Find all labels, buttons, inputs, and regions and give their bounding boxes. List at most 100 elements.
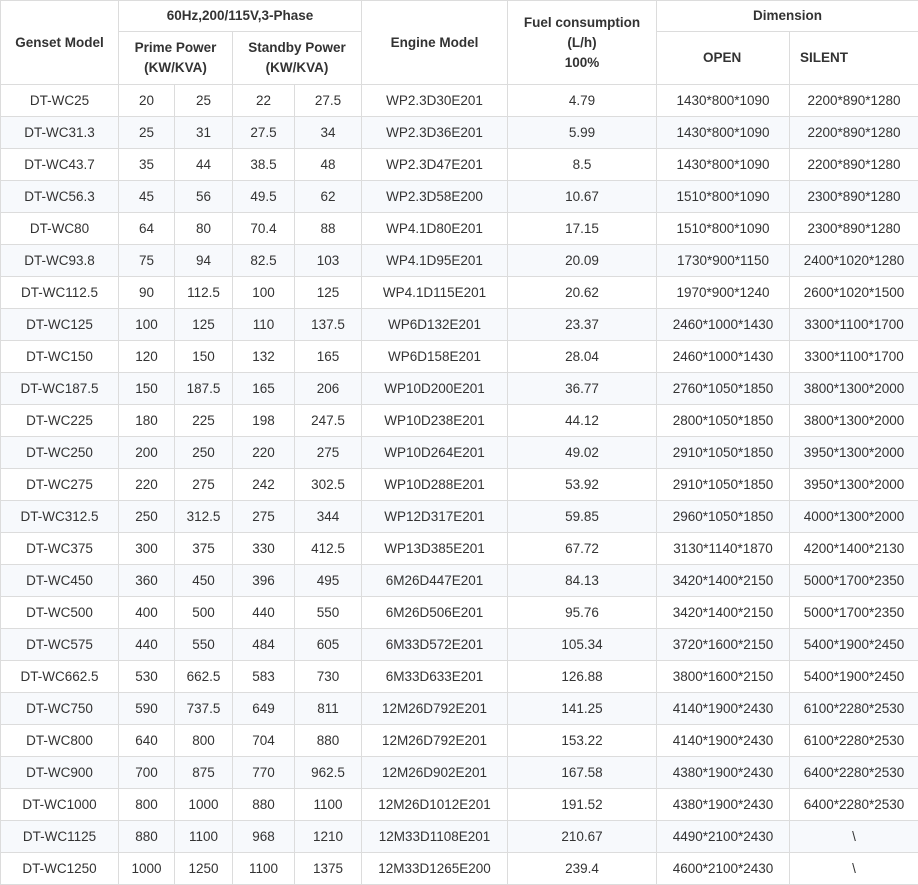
cell-fuel-consumption: 53.92 xyxy=(508,469,657,501)
cell-standby-kva: 88 xyxy=(295,213,362,245)
cell-dimension-silent: 3800*1300*2000 xyxy=(790,405,918,437)
cell-engine-model: 12M26D792E201 xyxy=(362,725,508,757)
cell-dimension-open: 3800*1600*2150 xyxy=(657,661,790,693)
cell-prime-kva: 187.5 xyxy=(175,373,233,405)
cell-genset-model: DT-WC312.5 xyxy=(1,501,119,533)
cell-prime-kva: 56 xyxy=(175,181,233,213)
cell-dimension-open: 2960*1050*1850 xyxy=(657,501,790,533)
cell-fuel-consumption: 126.88 xyxy=(508,661,657,693)
cell-prime-kva: 800 xyxy=(175,725,233,757)
cell-prime-kva: 150 xyxy=(175,341,233,373)
cell-prime-kva: 275 xyxy=(175,469,233,501)
cell-prime-kva: 1250 xyxy=(175,853,233,885)
cell-standby-kw: 275 xyxy=(233,501,295,533)
cell-fuel-consumption: 4.79 xyxy=(508,85,657,117)
cell-standby-kw: 132 xyxy=(233,341,295,373)
cell-genset-model: DT-WC31.3 xyxy=(1,117,119,149)
cell-genset-model: DT-WC25 xyxy=(1,85,119,117)
cell-engine-model: WP6D132E201 xyxy=(362,309,508,341)
cell-prime-kva: 500 xyxy=(175,597,233,629)
cell-dimension-silent: 2600*1020*1500 xyxy=(790,277,918,309)
cell-standby-kva: 165 xyxy=(295,341,362,373)
cell-dimension-open: 4380*1900*2430 xyxy=(657,789,790,821)
cell-dimension-silent: 6100*2280*2530 xyxy=(790,693,918,725)
cell-prime-kva: 94 xyxy=(175,245,233,277)
cell-dimension-silent: 5400*1900*2450 xyxy=(790,661,918,693)
cell-standby-kva: 1100 xyxy=(295,789,362,821)
header-silent: SILENT xyxy=(790,32,918,85)
cell-standby-kw: 484 xyxy=(233,629,295,661)
cell-standby-kva: 344 xyxy=(295,501,362,533)
cell-genset-model: DT-WC900 xyxy=(1,757,119,789)
cell-fuel-consumption: 141.25 xyxy=(508,693,657,725)
cell-standby-kw: 242 xyxy=(233,469,295,501)
cell-standby-kw: 100 xyxy=(233,277,295,309)
cell-dimension-open: 2910*1050*1850 xyxy=(657,437,790,469)
cell-standby-kva: 605 xyxy=(295,629,362,661)
cell-dimension-silent: 4000*1300*2000 xyxy=(790,501,918,533)
cell-dimension-silent: 4200*1400*2130 xyxy=(790,533,918,565)
cell-dimension-open: 1970*900*1240 xyxy=(657,277,790,309)
cell-dimension-open: 4600*2100*2430 xyxy=(657,853,790,885)
cell-dimension-silent: 2200*890*1280 xyxy=(790,117,918,149)
cell-fuel-consumption: 153.22 xyxy=(508,725,657,757)
cell-dimension-open: 1430*800*1090 xyxy=(657,85,790,117)
cell-prime-kw: 150 xyxy=(119,373,175,405)
cell-engine-model: 12M26D792E201 xyxy=(362,693,508,725)
cell-standby-kva: 137.5 xyxy=(295,309,362,341)
cell-prime-kw: 590 xyxy=(119,693,175,725)
cell-prime-kva: 44 xyxy=(175,149,233,181)
cell-standby-kva: 34 xyxy=(295,117,362,149)
cell-prime-kw: 64 xyxy=(119,213,175,245)
cell-genset-model: DT-WC275 xyxy=(1,469,119,501)
cell-prime-kw: 250 xyxy=(119,501,175,533)
cell-genset-model: DT-WC112.5 xyxy=(1,277,119,309)
cell-prime-kva: 1000 xyxy=(175,789,233,821)
cell-fuel-consumption: 59.85 xyxy=(508,501,657,533)
cell-prime-kw: 530 xyxy=(119,661,175,693)
cell-fuel-consumption: 28.04 xyxy=(508,341,657,373)
cell-fuel-consumption: 36.77 xyxy=(508,373,657,405)
cell-standby-kw: 880 xyxy=(233,789,295,821)
cell-standby-kva: 550 xyxy=(295,597,362,629)
cell-engine-model: WP6D158E201 xyxy=(362,341,508,373)
cell-engine-model: 6M26D506E201 xyxy=(362,597,508,629)
cell-fuel-consumption: 44.12 xyxy=(508,405,657,437)
cell-genset-model: DT-WC375 xyxy=(1,533,119,565)
cell-fuel-consumption: 20.62 xyxy=(508,277,657,309)
cell-genset-model: DT-WC125 xyxy=(1,309,119,341)
cell-prime-kva: 375 xyxy=(175,533,233,565)
cell-prime-kw: 220 xyxy=(119,469,175,501)
cell-dimension-open: 4140*1900*2430 xyxy=(657,725,790,757)
cell-dimension-silent: 6100*2280*2530 xyxy=(790,725,918,757)
cell-standby-kw: 440 xyxy=(233,597,295,629)
header-genset-model: Genset Model xyxy=(1,1,119,85)
cell-engine-model: 12M33D1108E201 xyxy=(362,821,508,853)
cell-prime-kw: 180 xyxy=(119,405,175,437)
cell-engine-model: 6M26D447E201 xyxy=(362,565,508,597)
cell-prime-kw: 75 xyxy=(119,245,175,277)
cell-genset-model: DT-WC500 xyxy=(1,597,119,629)
cell-dimension-silent: \ xyxy=(790,821,918,853)
cell-engine-model: 6M33D572E201 xyxy=(362,629,508,661)
cell-dimension-open: 2460*1000*1430 xyxy=(657,341,790,373)
cell-engine-model: WP2.3D36E201 xyxy=(362,117,508,149)
cell-prime-kw: 440 xyxy=(119,629,175,661)
cell-genset-model: DT-WC575 xyxy=(1,629,119,661)
cell-engine-model: WP2.3D30E201 xyxy=(362,85,508,117)
cell-standby-kva: 1210 xyxy=(295,821,362,853)
cell-dimension-silent: 3300*1100*1700 xyxy=(790,341,918,373)
cell-genset-model: DT-WC750 xyxy=(1,693,119,725)
cell-dimension-silent: \ xyxy=(790,853,918,885)
cell-prime-kw: 300 xyxy=(119,533,175,565)
cell-fuel-consumption: 49.02 xyxy=(508,437,657,469)
